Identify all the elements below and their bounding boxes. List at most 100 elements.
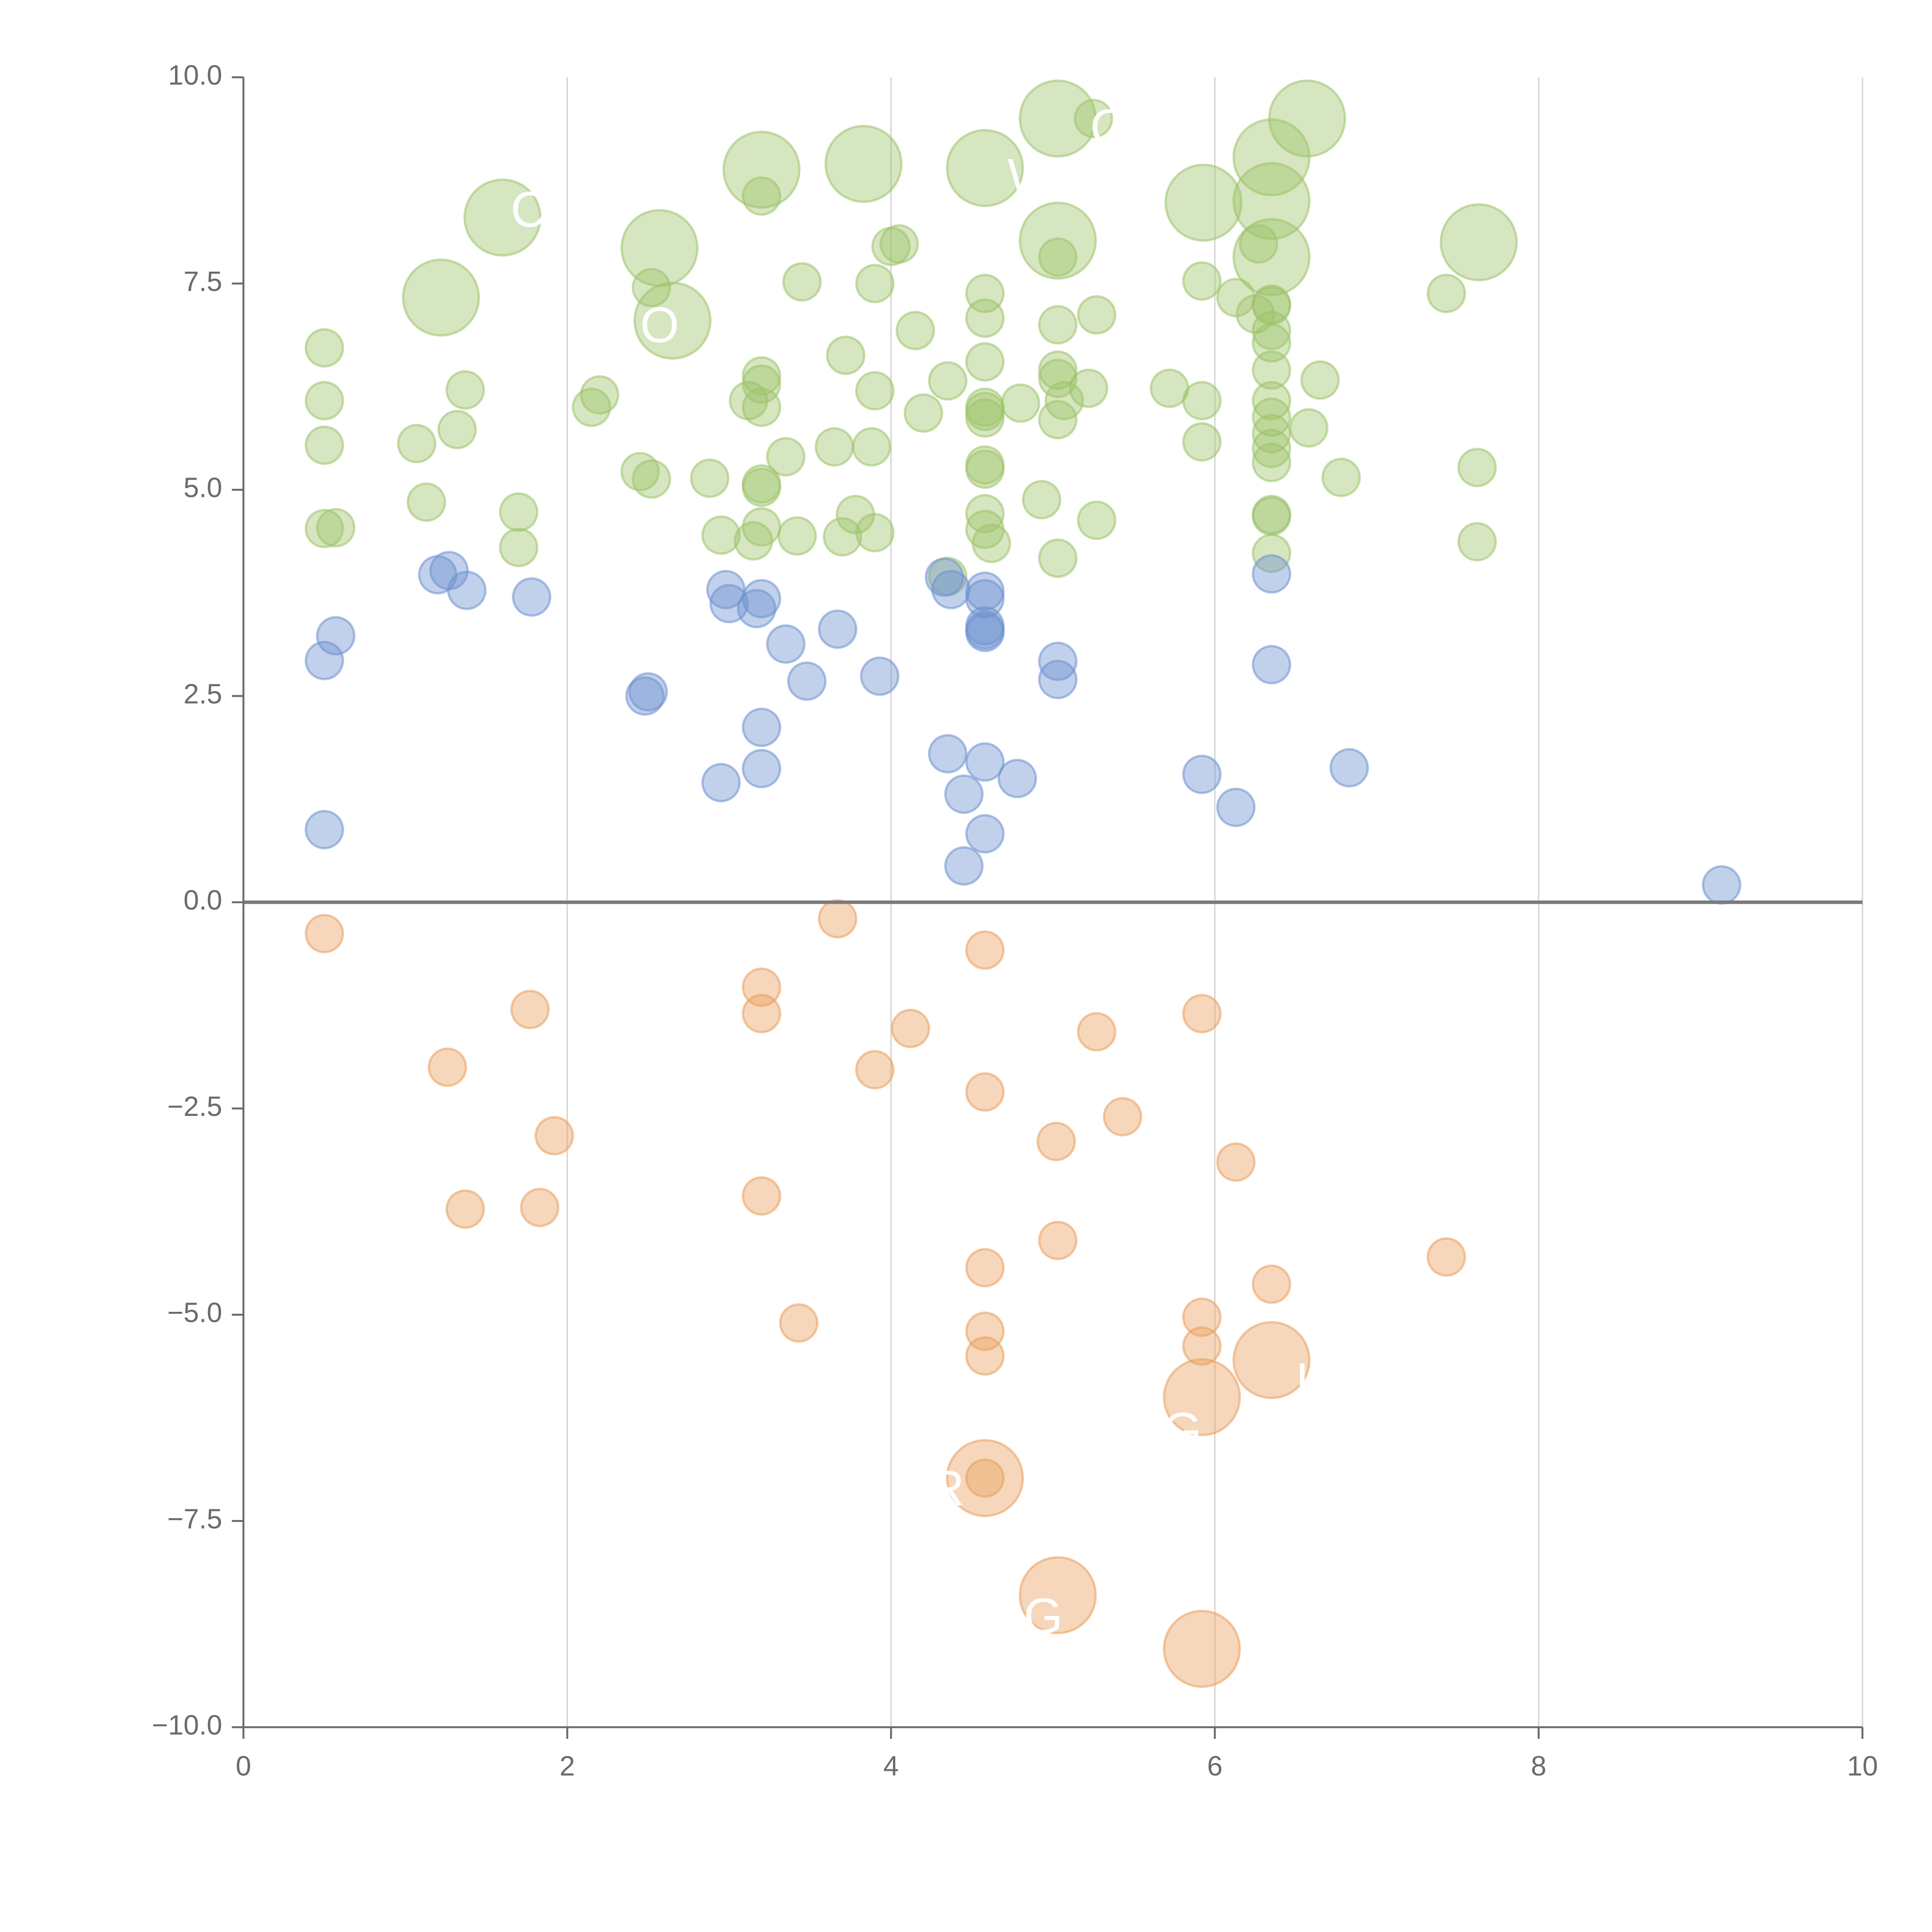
blue-point	[818, 609, 857, 649]
blue-point	[1182, 755, 1222, 794]
green-point	[446, 370, 485, 410]
blue-point	[965, 612, 1005, 652]
green-point	[1252, 350, 1291, 390]
green-point	[1182, 261, 1222, 301]
green-point	[1232, 218, 1311, 296]
orange-point	[742, 1176, 781, 1216]
orange-point	[1019, 1556, 1097, 1634]
green-point	[1252, 429, 1291, 468]
orange-point	[1216, 1142, 1256, 1182]
orange-point	[855, 1050, 895, 1090]
green-point	[1252, 533, 1291, 573]
x-tick-label: 0	[236, 1751, 251, 1782]
blue-point	[447, 570, 487, 610]
blue-point	[997, 759, 1037, 798]
green-point	[1038, 350, 1078, 390]
green-point	[1289, 408, 1329, 448]
green-point	[879, 224, 919, 264]
blue-point	[766, 624, 806, 664]
green-point	[903, 393, 943, 433]
green-point	[1182, 422, 1222, 462]
y-tick-label: −2.5	[167, 1091, 222, 1122]
point-label: OC	[1090, 99, 1165, 155]
orange-point	[1163, 1610, 1241, 1688]
green-point	[1019, 79, 1097, 158]
marks-layer	[304, 79, 1742, 1688]
green-point	[826, 335, 866, 375]
blue-point	[1329, 748, 1369, 787]
orange-point	[510, 990, 550, 1029]
orange-point	[1182, 994, 1222, 1034]
green-point	[1232, 162, 1311, 240]
green-point	[437, 410, 477, 449]
blue-point	[512, 577, 551, 617]
blue-point	[628, 672, 668, 712]
blue-point	[787, 661, 827, 701]
green-point	[1427, 274, 1466, 313]
green-point	[742, 507, 781, 547]
green-point	[304, 425, 344, 465]
blue-point	[860, 656, 900, 696]
green-point	[777, 516, 817, 556]
green-point	[499, 527, 539, 567]
green-point	[402, 259, 480, 337]
blue-point	[737, 588, 777, 628]
green-point	[1252, 323, 1291, 363]
orange-point	[1163, 1358, 1241, 1436]
green-point	[855, 371, 895, 411]
green-point	[928, 361, 968, 401]
y-tick-label: 7.5	[184, 266, 222, 297]
green-point	[1038, 359, 1078, 398]
blue-point	[1702, 865, 1742, 905]
y-tick-label: −5.0	[167, 1298, 222, 1328]
green-point	[1439, 203, 1518, 281]
green-point	[1038, 305, 1078, 345]
green-point	[1044, 381, 1084, 420]
green-point	[463, 178, 542, 257]
x-tick-label: 4	[883, 1751, 899, 1782]
green-point	[1077, 295, 1117, 335]
orange-point	[965, 1248, 1005, 1287]
blue-point	[742, 749, 781, 789]
orange-point	[1036, 1122, 1076, 1162]
green-point	[1022, 480, 1061, 520]
blue-point	[925, 557, 964, 597]
green-point	[304, 509, 344, 548]
green-point	[965, 494, 1005, 534]
green-point	[1001, 383, 1041, 423]
orange-point	[965, 1072, 1005, 1112]
green-point	[1457, 447, 1497, 487]
x-tick-label: 6	[1207, 1751, 1223, 1782]
green-point	[631, 459, 671, 499]
green-point	[1019, 201, 1097, 280]
green-point	[1252, 496, 1291, 536]
green-point	[971, 524, 1011, 563]
y-tick-label: 5.0	[184, 473, 222, 503]
green-point	[895, 311, 935, 350]
blue-point	[931, 570, 971, 609]
green-point	[965, 398, 1005, 438]
green-point	[1321, 457, 1361, 497]
green-point	[1182, 381, 1222, 420]
blue-point	[944, 774, 984, 814]
green-point	[1252, 311, 1291, 350]
y-tick-label: −7.5	[167, 1503, 222, 1534]
y-tick-label: 2.5	[184, 679, 222, 709]
green-point	[620, 209, 699, 287]
x-tick-label: 2	[560, 1751, 575, 1782]
green-point	[742, 364, 781, 404]
green-point	[855, 264, 895, 303]
axis-layer: 0 2 4 6 8 10 10.0 7.5 5.0 2.5 0.0 −2.5 −5.0 −7.5 −10.0	[152, 60, 1878, 1782]
blue-point	[1216, 787, 1256, 827]
point-label: O	[640, 297, 679, 353]
green-point	[397, 423, 437, 463]
blue-point	[304, 810, 344, 850]
green-point	[824, 125, 903, 203]
green-point	[1073, 99, 1113, 138]
blue-point	[316, 616, 355, 656]
point-label: WTC	[1008, 148, 1122, 204]
green-point	[782, 262, 822, 302]
green-point	[946, 129, 1024, 207]
orange-point	[742, 994, 781, 1034]
